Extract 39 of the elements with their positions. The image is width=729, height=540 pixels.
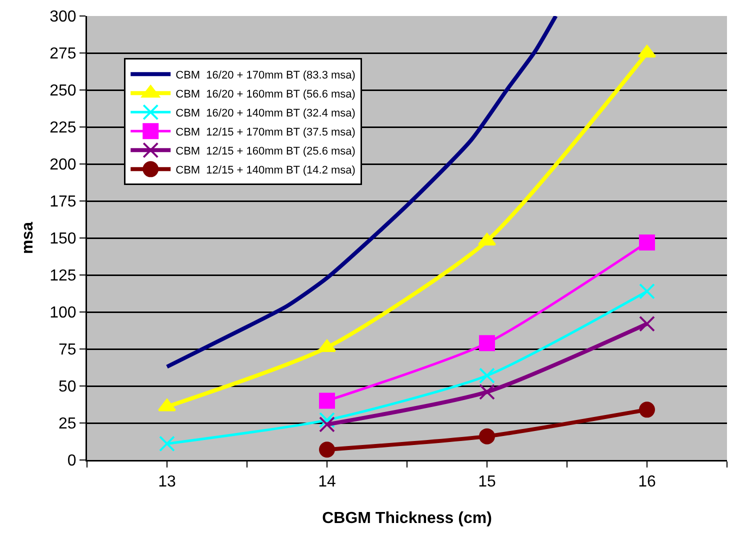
- point: [479, 335, 495, 352]
- point: [319, 412, 335, 428]
- y-tick-label: 50: [58, 378, 76, 396]
- legend-label: CBM 16/20 + 160mm BT (56.6 msa): [176, 88, 356, 100]
- legend-label: CBM 12/15 + 140mm BT (14.2 msa): [176, 164, 356, 176]
- x-tick-label: 16: [638, 474, 656, 491]
- y-tick-label: 225: [50, 120, 76, 137]
- point: [319, 392, 335, 409]
- x-tick-label: 13: [158, 474, 176, 491]
- y-tick-label: 200: [50, 156, 76, 174]
- point: [639, 234, 655, 250]
- legend-label: CBM 12/15 + 170mm BT (37.5 msa): [176, 126, 356, 138]
- point: [479, 428, 495, 444]
- legend-label: CBM 16/20 + 170mm BT (83.3 msa): [176, 69, 356, 82]
- point: [639, 402, 655, 418]
- y-tick-label: 125: [50, 268, 76, 285]
- y-tick-label: 250: [50, 82, 76, 100]
- y-axis-title: msa: [20, 222, 37, 254]
- y-tick-label: 75: [58, 342, 76, 359]
- x-tick-label: 15: [478, 474, 496, 491]
- y-tick-label: 275: [50, 46, 76, 63]
- x-axis-title: CBGM Thickness (cm): [322, 510, 492, 528]
- legend-label: CBM 12/15 + 160mm BT (25.6 msa): [176, 145, 356, 158]
- legend-label: CBM 16/20 + 140mm BT (32.4 msa): [176, 107, 356, 120]
- y-tick-label: 25: [58, 416, 76, 433]
- point: [479, 384, 495, 400]
- point: [639, 283, 655, 300]
- y-tick-label: 0: [67, 452, 76, 470]
- y-tick-label: 175: [50, 194, 76, 211]
- point: [159, 436, 175, 452]
- point: [479, 368, 495, 384]
- y-tick-label: 100: [50, 304, 76, 322]
- point: [319, 442, 335, 458]
- x-tick-label: 14: [318, 474, 336, 491]
- y-tick-label: 150: [50, 230, 76, 248]
- line-series: [165, 16, 558, 369]
- point: [319, 416, 335, 432]
- point: [639, 316, 655, 332]
- y-tick-label: 300: [50, 8, 76, 26]
